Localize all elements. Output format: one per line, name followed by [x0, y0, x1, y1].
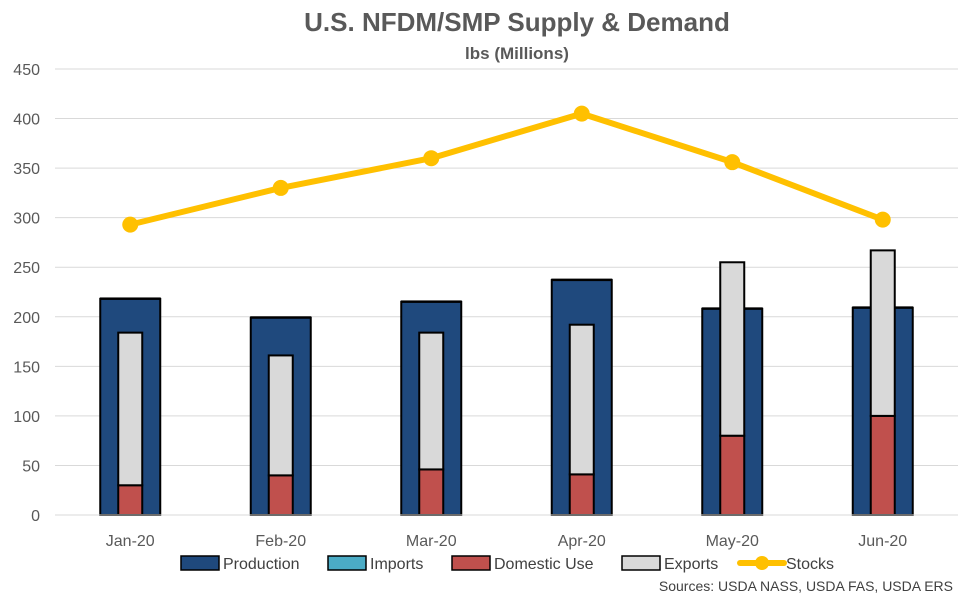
domestic-use-bar — [719, 434, 746, 517]
legend-label: Production — [223, 556, 300, 573]
chart-title: U.S. NFDM/SMP Supply & Demand — [304, 7, 730, 37]
legend-label: Imports — [370, 556, 423, 573]
stocks-point — [874, 211, 891, 228]
exports-bar — [418, 331, 445, 471]
bars — [99, 249, 914, 517]
stocks-point — [272, 179, 289, 196]
exports-bar — [117, 331, 144, 487]
gridlines — [55, 68, 958, 516]
x-tick-label: Jan-20 — [106, 533, 155, 550]
x-tick-label: Jun-20 — [858, 533, 907, 550]
stocks-point — [122, 216, 139, 233]
y-axis: 0 50 100 150 200 250 300 350 400 450 — [13, 62, 40, 525]
y-tick-label: 200 — [13, 310, 40, 327]
domestic-use-bar — [267, 474, 294, 517]
y-tick-label: 0 — [31, 508, 40, 525]
y-tick-label: 300 — [13, 211, 40, 228]
legend-label: Stocks — [786, 556, 834, 573]
imports-bar — [250, 316, 312, 319]
domestic-use-bar — [869, 414, 896, 516]
y-tick-label: 150 — [13, 359, 40, 376]
x-tick-label: Apr-20 — [558, 533, 606, 550]
y-tick-label: 50 — [22, 458, 40, 475]
imports-bar — [551, 278, 613, 281]
legend-marker — [755, 556, 769, 570]
exports-bar — [869, 249, 896, 417]
legend-swatch — [621, 555, 661, 571]
y-tick-label: 100 — [13, 409, 40, 426]
imports-bar — [99, 297, 161, 300]
x-tick-label: Feb-20 — [255, 533, 306, 550]
domestic-use-bar — [418, 468, 445, 516]
exports-bar — [267, 354, 294, 477]
x-tick-label: Mar-20 — [406, 533, 457, 550]
y-tick-label: 250 — [13, 260, 40, 277]
stocks-line-path — [127, 110, 886, 228]
legend-swatch — [327, 555, 367, 571]
imports-bar — [400, 300, 462, 303]
y-tick-label: 400 — [13, 112, 40, 129]
legend-label: Exports — [664, 556, 718, 573]
stocks-line — [122, 105, 891, 233]
exports-bar — [719, 261, 746, 437]
chart-subtitle: lbs (Millions) — [465, 44, 569, 63]
legend: Production Imports Domestic Use Exports Stoc… — [180, 555, 834, 573]
x-axis: Jan-20 Feb-20 Mar-20 Apr-20 May-20 Jun-20 — [55, 514, 958, 550]
x-tick-label: May-20 — [706, 533, 759, 550]
legend-swatch — [451, 555, 491, 571]
y-tick-label: 350 — [13, 161, 40, 178]
exports-bar — [568, 323, 595, 476]
legend-label: Domestic Use — [494, 556, 594, 573]
source-note: Sources: USDA NASS, USDA FAS, USDA ERS — [659, 578, 953, 594]
stocks-point — [573, 105, 590, 122]
y-tick-label: 450 — [13, 62, 40, 79]
stocks-point — [423, 150, 440, 167]
legend-swatch — [180, 555, 220, 571]
domestic-use-bar — [568, 473, 595, 516]
domestic-use-bar — [117, 484, 144, 516]
stocks-point — [724, 154, 741, 171]
